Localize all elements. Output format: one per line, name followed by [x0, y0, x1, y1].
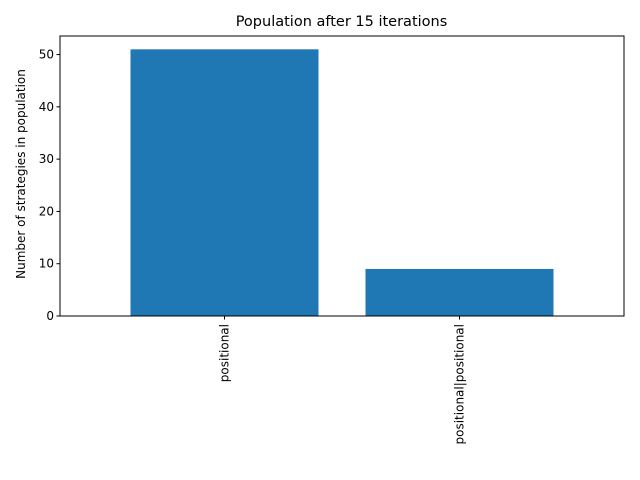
y-tick-label: 50	[39, 48, 54, 62]
x-tick-label: positional	[218, 324, 232, 382]
x-tick-label: positional|positional	[453, 324, 467, 444]
y-tick-label: 20	[39, 204, 54, 218]
y-tick-label: 10	[39, 257, 54, 271]
y-tick-label: 0	[46, 309, 54, 323]
bar-positional-positional	[365, 268, 554, 316]
bar-positional	[130, 49, 319, 316]
y-axis-label: Number of strategies in population	[14, 69, 28, 279]
y-tick-label: 40	[39, 100, 54, 114]
plot-area: positional positional|positional 0 10 20 30 40…	[39, 35, 625, 444]
chart-title: Population after 15 iterations	[236, 14, 448, 30]
plot-frame	[59, 35, 625, 317]
y-tick-label: 30	[39, 152, 54, 166]
